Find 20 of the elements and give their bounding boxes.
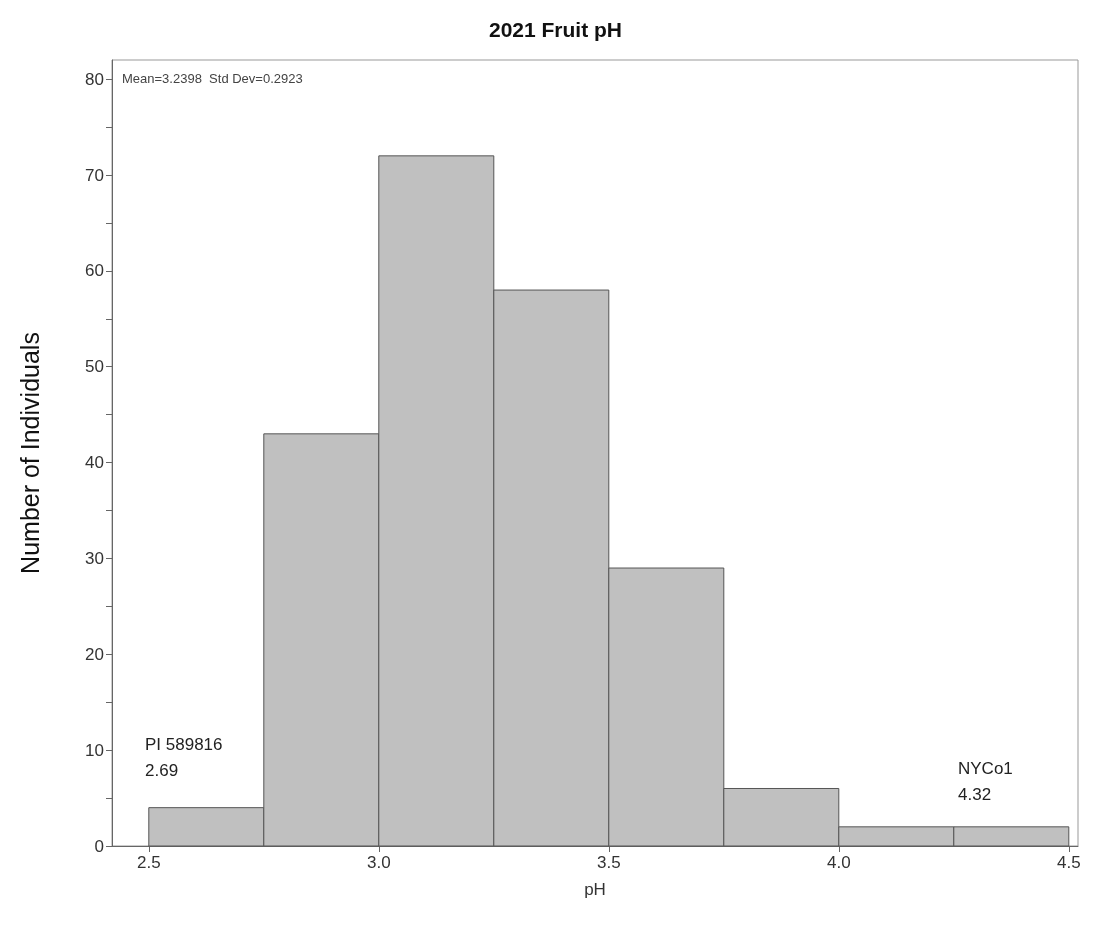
x-tick-label: 4.5	[1056, 853, 1081, 872]
annotation: NYCo1 4.32	[958, 758, 1013, 804]
y-tick-label: 30	[85, 548, 104, 568]
x-axis-title: pH	[584, 880, 606, 899]
y-tick-label: 60	[85, 261, 104, 281]
x-tick-label: 4.0	[826, 853, 851, 872]
y-tick-label: 70	[85, 165, 104, 185]
chart-title: 2021 Fruit pH	[488, 18, 623, 41]
annotation: Mean=3.2398 Std Dev=0.2923	[122, 70, 303, 86]
y-tick-label: 80	[85, 69, 104, 89]
y-axis-title: Number of Individuals	[15, 332, 44, 574]
y-tick-label: 50	[85, 357, 104, 377]
x-tick-label: 3.5	[596, 853, 621, 872]
y-tick-label: 0	[94, 836, 104, 856]
x-tick-label: 2.5	[136, 853, 161, 872]
y-tick-label: 20	[85, 644, 104, 664]
y-tick-label: 10	[85, 740, 104, 760]
annotation: PI 589816 2.69	[145, 734, 223, 780]
y-tick-label: 40	[85, 453, 104, 473]
x-tick-label: 3.0	[366, 853, 391, 872]
